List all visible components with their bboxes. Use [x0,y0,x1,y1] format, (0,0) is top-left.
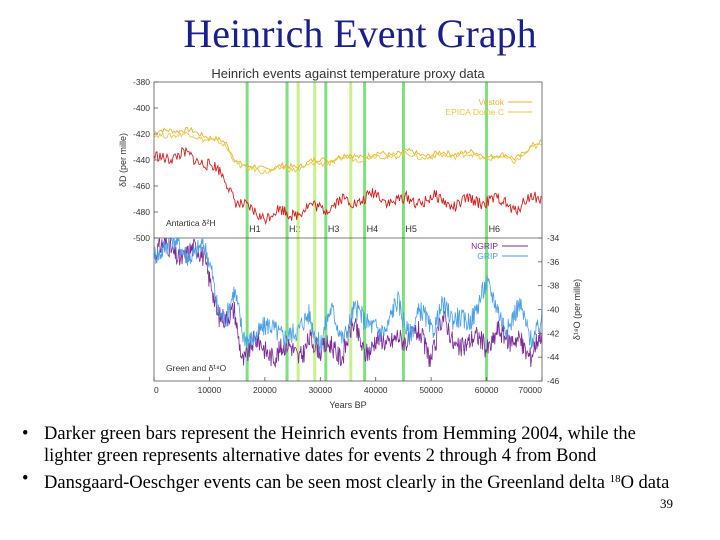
legend-label-bottom: NGRIP [471,241,498,251]
x-axis-label: Years BP [329,400,366,410]
heinrich-bar [401,82,405,381]
heinrich-bar [296,82,300,381]
y-tick-label-top: -400 [133,103,150,113]
plot-frame [153,81,543,382]
heinrich-bar [245,82,249,381]
page-number: 39 [660,496,673,511]
bullet-text: Darker green bars represent the Heinrich… [44,424,636,466]
x-tick-label: 30000 [308,385,332,395]
y-tick-label-bottom: -38 [547,281,560,291]
y-tick-label-top: -380 [133,77,150,87]
x-tick-label: 10000 [198,385,222,395]
bullet-text-pre: Dansgaard-Oeschger events can be seen mo… [44,473,610,493]
y-tick-label-bottom: -40 [547,305,560,315]
y-tick-label-top: -420 [133,129,150,139]
y-tick-label-top: -440 [133,155,150,165]
bullet-superscript: 18 [609,473,621,485]
legend-label-bottom: GRIP [477,251,498,261]
y-tick-label-bottom: -42 [547,328,560,338]
x-tick-label: 70000 [518,385,542,395]
heinrich-bar [363,82,367,381]
x-tick-label: 50000 [419,385,443,395]
x-tick-label: 0 [154,385,159,395]
heinrich-bar [485,82,489,381]
heinrich-label: H1 [249,224,261,234]
chart-title: Heinrich events against temperature prox… [211,66,485,81]
heinrich-label: H5 [405,224,417,234]
y-tick-label-top: -500 [133,233,150,243]
panel-label-top: Antartica δ²H [166,218,216,228]
series-line-bottom [153,237,543,353]
y-axis-label-bottom: δ¹⁸O (per mille) [572,279,582,340]
heinrich-bar [349,82,353,381]
y-tick-label-top: -480 [133,207,150,217]
series-line-top [153,131,542,175]
heinrich-bar [324,82,328,381]
heinrich-chart: Heinrich events against temperature prox… [118,66,582,410]
heinrich-label: H4 [367,224,379,234]
y-axis-label-top: δD (per mille) [118,133,128,187]
legend-label-top: Vostok [478,97,504,107]
bullet-text-post: O data [620,473,670,493]
heinrich-label: H2 [289,224,301,234]
y-tick-label-top: -460 [133,181,150,191]
slide-title: Heinrich Event Graph [183,11,537,56]
x-tick-label: 40000 [364,385,388,395]
x-tick-label: 20000 [253,385,277,395]
heinrich-bar [285,82,289,381]
y-tick-label-bottom: -36 [547,257,560,267]
heinrich-label: H6 [489,224,501,234]
x-tick-label: 60000 [475,385,499,395]
panel-label-bottom: Green and δ¹⁸O [166,363,227,373]
series-line-top [153,146,542,226]
heinrich-label: H3 [328,224,340,234]
legend-label-top: EPICA Dome C [445,107,504,117]
y-tick-label-bottom: -34 [547,233,560,243]
y-tick-label-bottom: -44 [547,352,560,362]
bullet-dansgaard-oeschger: Dansgaard-Oeschger events can be seen mo… [22,468,682,494]
y-tick-label-bottom: -46 [547,376,560,386]
bullet-heinrich-bars: Darker green bars represent the Heinrich… [22,423,682,467]
series-line-top [153,126,542,173]
heinrich-bar [313,82,317,381]
bullet-list: Darker green bars represent the Heinrich… [22,423,682,495]
